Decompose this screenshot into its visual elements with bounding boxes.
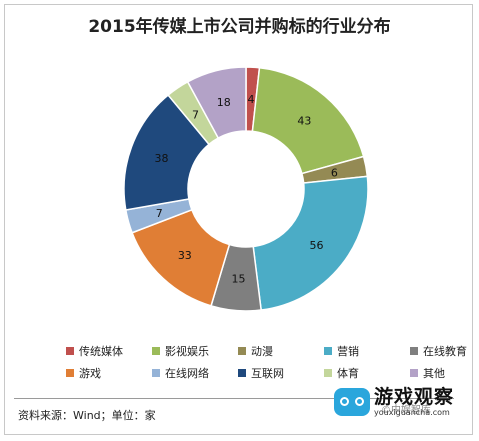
legend-label: 游戏: [79, 367, 101, 380]
legend-item-营销: 营销: [324, 343, 410, 359]
footer-divider: [14, 398, 454, 399]
logo-name: 游戏观察: [374, 385, 455, 408]
legend-item-在线教育: 在线教育: [410, 343, 479, 359]
legend-label: 其他: [423, 367, 445, 380]
gamepad-icon: [334, 388, 370, 416]
legend-swatch: [238, 369, 246, 377]
legend-swatch: [324, 347, 332, 355]
data-label-传统媒体: 4: [247, 93, 254, 106]
legend-label: 动漫: [251, 345, 273, 358]
legend-label: 体育: [337, 367, 359, 380]
legend: 传统媒体 影视娱乐 动漫 营销 在线教育游戏 在线网络 互联网 体育 其他: [66, 343, 467, 381]
data-label-动漫: 6: [331, 166, 338, 179]
legend-item-在线网络: 在线网络: [152, 365, 238, 381]
data-label-游戏: 33: [178, 249, 192, 262]
logo: 游戏观察 youxiguancha.com: [334, 382, 466, 422]
legend-swatch: [410, 347, 418, 355]
legend-item-游戏: 游戏: [66, 365, 152, 381]
legend-swatch: [152, 369, 160, 377]
legend-swatch: [66, 369, 74, 377]
legend-item-体育: 体育: [324, 365, 410, 381]
data-label-影视娱乐: 43: [297, 115, 311, 128]
legend-item-传统媒体: 传统媒体: [66, 343, 152, 359]
legend-swatch: [152, 347, 160, 355]
logo-url: youxiguancha.com: [374, 407, 450, 417]
legend-label: 在线网络: [165, 367, 209, 380]
legend-label: 在线教育: [423, 345, 467, 358]
legend-label: 传统媒体: [79, 345, 123, 358]
legend-label: 影视娱乐: [165, 345, 209, 358]
legend-swatch: [324, 369, 332, 377]
data-label-在线网络: 7: [156, 207, 163, 220]
legend-swatch: [238, 347, 246, 355]
source-note: 资料来源：Wind；单位：家: [18, 409, 156, 422]
data-label-营销: 56: [309, 239, 323, 252]
slice-影视娱乐: [251, 66, 365, 175]
data-label-在线教育: 15: [232, 273, 246, 286]
legend-swatch: [66, 347, 74, 355]
legend-item-互联网: 互联网: [238, 365, 324, 381]
chart-title: 2015年传媒上市公司并购标的行业分布: [88, 17, 391, 37]
credit-text: ©中娱智库: [381, 405, 431, 416]
legend-swatch: [410, 369, 418, 377]
legend-label: 互联网: [251, 367, 284, 380]
slice-其他: [186, 66, 247, 140]
data-label-体育: 7: [192, 108, 199, 121]
legend-label: 营销: [337, 345, 359, 358]
slice-营销: [252, 175, 369, 311]
legend-item-影视娱乐: 影视娱乐: [152, 343, 238, 359]
data-label-其他: 18: [217, 96, 231, 109]
legend-item-动漫: 动漫: [238, 343, 324, 359]
legend-item-其他: 其他: [410, 365, 479, 381]
data-label-互联网: 38: [155, 152, 169, 165]
